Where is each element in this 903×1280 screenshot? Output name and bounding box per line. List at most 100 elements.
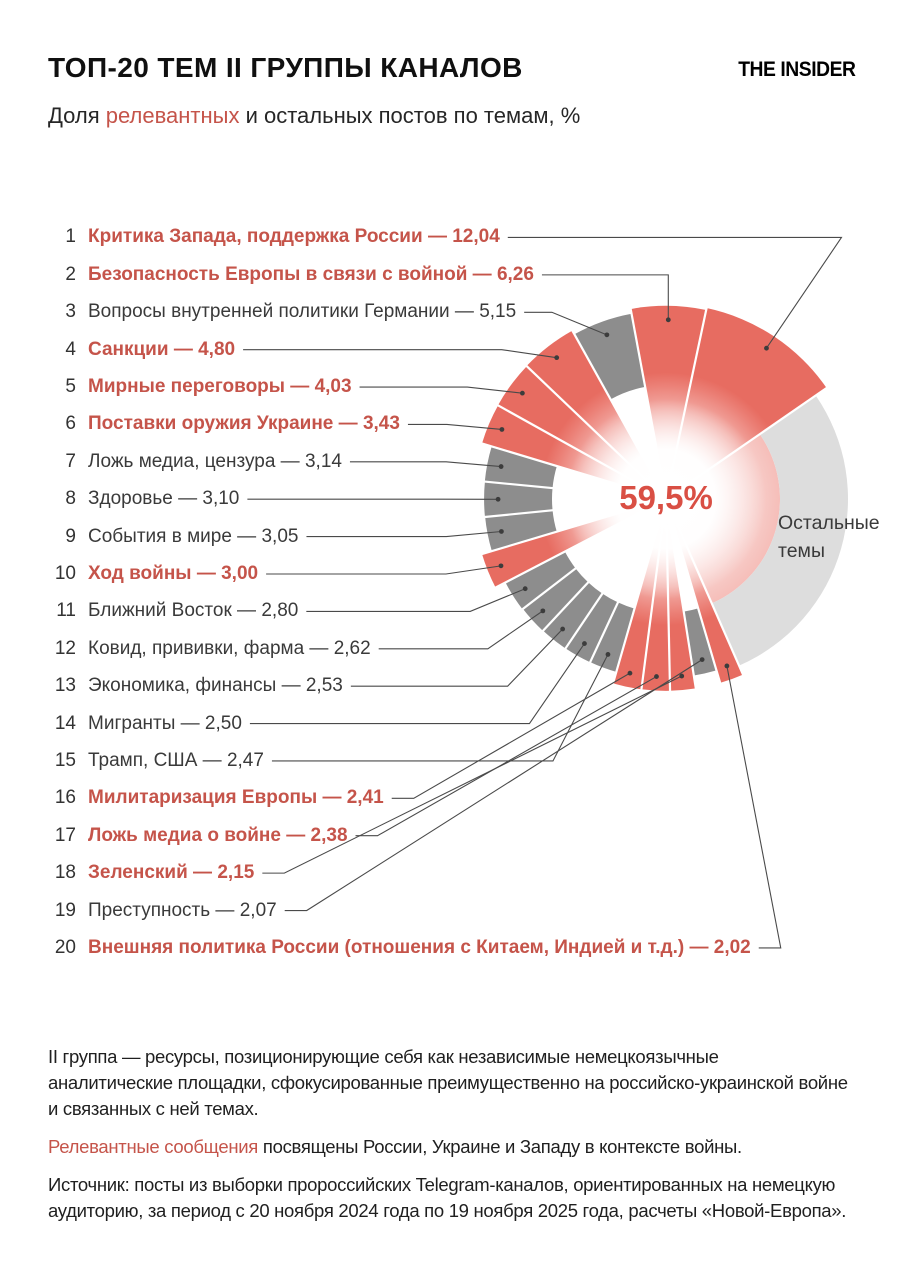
leader-dot <box>519 390 525 396</box>
topic-rank: 13 <box>54 675 76 697</box>
topic-value: 5,15 <box>479 301 517 323</box>
leader-line <box>355 676 657 837</box>
topic-value: 4,03 <box>314 376 352 398</box>
leader-line <box>524 311 608 336</box>
topic-value: 2,15 <box>217 862 255 884</box>
topic-value: 2,38 <box>310 824 348 846</box>
leader-line <box>243 349 557 359</box>
leader-dot <box>540 608 546 614</box>
topic-rank: 3 <box>65 301 76 323</box>
topic-rank: 17 <box>54 824 76 846</box>
leader-line <box>249 643 585 725</box>
topic-separator: — <box>175 712 205 734</box>
topic-rank: 15 <box>54 749 76 771</box>
topic-label: Ближний Восток — 2,80 <box>88 600 298 622</box>
list-item: 8 Здоровье — 3,10 <box>46 481 751 518</box>
topic-rank: 4 <box>65 338 76 360</box>
topic-separator: — <box>422 226 453 248</box>
topic-rank: 18 <box>54 862 76 884</box>
topic-label: Милитаризация Европы — 2,41 <box>88 787 384 809</box>
topic-label-text: Поставки оружия Украине <box>88 413 334 435</box>
chart-segment-gray <box>574 313 646 400</box>
topic-label-text: Внешняя политика России (отношения с Кит… <box>88 936 685 958</box>
chart-subtitle: Доля релевантных и остальных постов по т… <box>48 103 580 129</box>
topic-rank: 12 <box>54 637 76 659</box>
leader-dot <box>498 563 504 569</box>
topic-label: Критика Запада, поддержка России — 12,04 <box>88 226 500 248</box>
leader-dot <box>582 641 587 646</box>
topic-value: 2,80 <box>261 600 299 622</box>
topic-separator: — <box>191 563 222 584</box>
footnote-relevant-rest: посвящены России, Украине и Западу в кон… <box>258 1136 742 1157</box>
topic-label-text: Ложь медиа о войне <box>88 824 281 846</box>
leader-line <box>349 461 502 468</box>
leader-line <box>507 236 843 349</box>
topic-rank: 7 <box>65 450 76 472</box>
topic-separator: — <box>231 600 262 622</box>
topic-label-text: События в мире <box>88 525 232 547</box>
list-item: 2 Безопасность Европы в связи с войной — … <box>46 256 751 293</box>
topic-label: Ход войны — 3,00 <box>88 563 258 585</box>
topic-value: 3,00 <box>221 563 259 584</box>
topic-label-text: Ковид, прививки, фарма <box>88 637 305 659</box>
source-note: Источник: посты из выборки пророссийских… <box>48 1174 847 1221</box>
leader-dot <box>764 345 769 351</box>
subtitle-highlight: релевантных <box>105 103 240 128</box>
topic-value: 2,07 <box>239 899 277 921</box>
center-share-value: 59,5% <box>619 479 713 516</box>
topic-label-text: Мигранты <box>88 712 176 734</box>
leader-dot <box>724 663 730 669</box>
list-item: 15 Трамп, США — 2,47 <box>46 742 751 779</box>
topic-list: 1 Критика Запада, поддержка России — 12,0… <box>46 219 751 967</box>
topic-value: 3,05 <box>261 525 299 547</box>
topic-separator: — <box>333 413 363 435</box>
leader-line <box>306 530 502 538</box>
leader-line <box>284 659 703 912</box>
leader-dot <box>498 464 504 469</box>
chart-segment-gray <box>565 593 618 663</box>
topic-rank: 6 <box>65 413 76 435</box>
topic-rank: 19 <box>54 899 76 921</box>
list-item: 17 Ложь медиа о войне — 2,38 <box>46 817 751 854</box>
topic-label: События в мире — 3,05 <box>88 526 298 548</box>
list-item: 11 Ближний Восток — 2,80 <box>46 593 751 630</box>
topic-label: Мирные переговоры — 4,03 <box>88 376 352 398</box>
topic-separator: — <box>187 862 218 884</box>
topic-separator: — <box>285 376 315 398</box>
topic-label-text: Ближний Восток <box>88 600 232 622</box>
topic-separator: — <box>210 899 240 921</box>
list-item: 1 Критика Запада, поддержка России — 12,0… <box>46 219 751 256</box>
topic-rank: 16 <box>54 787 76 809</box>
chart-segment-other <box>711 395 848 666</box>
other-topics-label: Остальные темы <box>778 512 880 562</box>
topic-label: Санкции — 4,80 <box>88 339 235 361</box>
topic-label-text: Ход войны <box>88 563 192 584</box>
subtitle-suffix: и остальных постов по темам, % <box>239 103 581 128</box>
topic-label: Ложь медиа о войне — 2,38 <box>88 825 348 847</box>
topic-value: 3,43 <box>362 413 400 435</box>
leader-line <box>391 672 631 799</box>
topic-label: Экономика, финансы — 2,53 <box>88 675 343 697</box>
topic-label: Трамп, США — 2,47 <box>88 750 264 772</box>
list-item: 3 Вопросы внутренней политики Германии — … <box>46 294 751 331</box>
topic-value: 2,47 <box>226 749 264 771</box>
subtitle-prefix: Доля <box>48 103 106 128</box>
topic-value: 6,26 <box>496 263 534 285</box>
footnote-relevant: Релевантные сообщения посвящены России, … <box>48 1134 848 1160</box>
topic-value: 4,80 <box>198 338 236 360</box>
topic-value: 12,04 <box>452 226 500 248</box>
leader-line <box>726 665 782 949</box>
list-item: 14 Мигранты — 2,50 <box>46 705 751 742</box>
leader-dot <box>699 657 705 663</box>
leader-dot <box>605 652 611 657</box>
list-item: 19 Преступность — 2,07 <box>46 892 751 929</box>
chart-segment-gray <box>484 481 553 517</box>
topic-label-text: Мирные переговоры <box>88 376 286 398</box>
page-title: ТОП-20 ТЕМ II ГРУППЫ КАНАЛОВ <box>48 52 523 83</box>
topic-separator: — <box>280 824 311 846</box>
chart-segment-gray <box>484 446 557 489</box>
list-item: 20 Внешняя политика России (отношения с К… <box>46 929 751 966</box>
leader-line <box>271 654 609 762</box>
